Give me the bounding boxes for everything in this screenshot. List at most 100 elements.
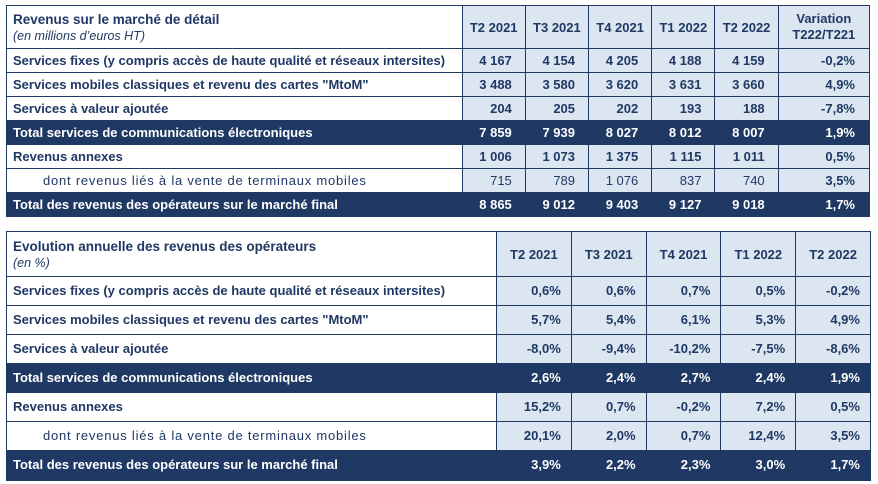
data-cell: 8 007 xyxy=(714,120,779,145)
data-cell: 3,0% xyxy=(720,450,797,481)
data-cell: 204 xyxy=(461,96,526,121)
table-row: Total des revenus des opérateurs sur le … xyxy=(6,450,871,481)
data-cell: 2,3% xyxy=(645,450,722,481)
table-row: Total services de communications électro… xyxy=(6,120,871,145)
column-header: T4 2021 xyxy=(588,5,653,49)
data-cell: 7 859 xyxy=(461,120,526,145)
data-cell: 4,9% xyxy=(795,305,871,335)
data-cell: 4 188 xyxy=(651,48,716,73)
column-header: T2 2021 xyxy=(496,231,572,277)
data-cell: 7,2% xyxy=(720,392,797,422)
data-cell: 15,2% xyxy=(496,392,572,422)
data-cell: 0,6% xyxy=(496,276,572,306)
data-cell: 1 011 xyxy=(714,144,779,169)
row-label: Revenus annexes xyxy=(6,144,463,169)
data-cell: 9 403 xyxy=(588,192,653,217)
data-cell: 2,0% xyxy=(570,421,647,451)
data-cell: 3 631 xyxy=(651,72,716,97)
data-cell: 3 620 xyxy=(588,72,653,97)
data-cell: 1,9% xyxy=(795,363,871,393)
table-row: Revenus annexes 15,2% 0,7% -0,2% 7,2% 0,5% xyxy=(6,392,871,422)
column-header: T2 2021 xyxy=(461,5,526,49)
variation-cell: 3,5% xyxy=(777,168,871,193)
data-cell: 193 xyxy=(651,96,716,121)
data-cell: 1,7% xyxy=(795,450,871,481)
data-cell: 3 488 xyxy=(461,72,526,97)
data-cell: 2,2% xyxy=(570,450,647,481)
data-cell: 2,7% xyxy=(645,363,722,393)
data-cell: 2,4% xyxy=(720,363,797,393)
data-cell: 205 xyxy=(524,96,590,121)
column-header: T3 2021 xyxy=(570,231,647,277)
data-cell: -0,2% xyxy=(645,392,722,422)
data-cell: -9,4% xyxy=(570,334,647,364)
table2-title-cell: Evolution annuelle des revenus des opéra… xyxy=(6,231,497,277)
data-cell: 20,1% xyxy=(496,421,572,451)
data-cell: 1 073 xyxy=(524,144,590,169)
table-row: Services mobiles classiques et revenu de… xyxy=(6,72,871,97)
variation-cell: 4,9% xyxy=(777,72,871,97)
row-label: Services fixes (y compris accès de haute… xyxy=(6,276,497,306)
table1-title: Revenus sur le marché de détail xyxy=(13,11,220,27)
data-cell: 0,5% xyxy=(795,392,871,422)
table-row: Services fixes (y compris accès de haute… xyxy=(6,276,871,306)
table-row: dont revenus liés à la vente de terminau… xyxy=(6,421,871,451)
data-cell: 5,4% xyxy=(570,305,647,335)
data-cell: 4 167 xyxy=(461,48,526,73)
row-label: Services mobiles classiques et revenu de… xyxy=(6,305,497,335)
data-cell: 740 xyxy=(714,168,779,193)
data-cell: 9 127 xyxy=(651,192,716,217)
data-cell: 8 865 xyxy=(461,192,526,217)
data-cell: 3 580 xyxy=(524,72,590,97)
data-cell: -10,2% xyxy=(645,334,722,364)
data-cell: 0,7% xyxy=(645,421,722,451)
row-label: Total des revenus des opérateurs sur le … xyxy=(6,450,497,481)
data-cell: 0,7% xyxy=(645,276,722,306)
table-row: Services à valeur ajoutée -8,0% -9,4% -10,2… xyxy=(6,334,871,364)
variation-header-line1: Variation xyxy=(796,11,852,26)
annual-evolution-table: Evolution annuelle des revenus des opéra… xyxy=(6,231,871,481)
row-label: dont revenus liés à la vente de terminau… xyxy=(6,168,463,193)
row-label: Total services de communications électro… xyxy=(6,120,463,145)
data-cell: 3,9% xyxy=(496,450,572,481)
variation-cell: 1,9% xyxy=(777,120,871,145)
column-header: T1 2022 xyxy=(651,5,716,49)
data-cell: 4 205 xyxy=(588,48,653,73)
row-label: Total services de communications électro… xyxy=(6,363,497,393)
data-cell: 202 xyxy=(588,96,653,121)
data-cell: -8,0% xyxy=(496,334,572,364)
table2-title: Evolution annuelle des revenus des opéra… xyxy=(13,238,317,254)
data-cell: 2,6% xyxy=(496,363,572,393)
table1-subtitle: (en millions d’euros HT) xyxy=(13,28,145,43)
data-cell: 5,7% xyxy=(496,305,572,335)
table-row: Services à valeur ajoutée 204 205 202 193 188… xyxy=(6,96,871,121)
data-cell: 4 154 xyxy=(524,48,590,73)
data-cell: 0,5% xyxy=(720,276,797,306)
row-label: Services à valeur ajoutée xyxy=(6,334,497,364)
data-cell: 9 012 xyxy=(524,192,590,217)
data-cell: 789 xyxy=(524,168,590,193)
data-cell: 6,1% xyxy=(645,305,722,335)
data-cell: -8,6% xyxy=(795,334,871,364)
data-cell: 9 018 xyxy=(714,192,779,217)
data-cell: -0,2% xyxy=(795,276,871,306)
data-cell: 4 159 xyxy=(714,48,779,73)
column-header: T2 2022 xyxy=(795,231,871,277)
data-cell: 3 660 xyxy=(714,72,779,97)
data-cell: 1 006 xyxy=(461,144,526,169)
variation-cell: 1,7% xyxy=(777,192,871,217)
row-label: Total des revenus des opérateurs sur le … xyxy=(6,192,463,217)
column-header: T1 2022 xyxy=(720,231,797,277)
data-cell: 837 xyxy=(651,168,716,193)
data-cell: 8 027 xyxy=(588,120,653,145)
data-cell: 1 076 xyxy=(588,168,653,193)
data-cell: 715 xyxy=(461,168,526,193)
data-cell: 7 939 xyxy=(524,120,590,145)
data-cell: 2,4% xyxy=(570,363,647,393)
variation-cell: 0,5% xyxy=(777,144,871,169)
retail-revenue-table: Revenus sur le marché de détail (en mill… xyxy=(6,5,871,217)
data-cell: 0,7% xyxy=(570,392,647,422)
table-row: Services mobiles classiques et revenu de… xyxy=(6,305,871,335)
variation-column-header: Variation T222/T221 xyxy=(777,5,871,49)
